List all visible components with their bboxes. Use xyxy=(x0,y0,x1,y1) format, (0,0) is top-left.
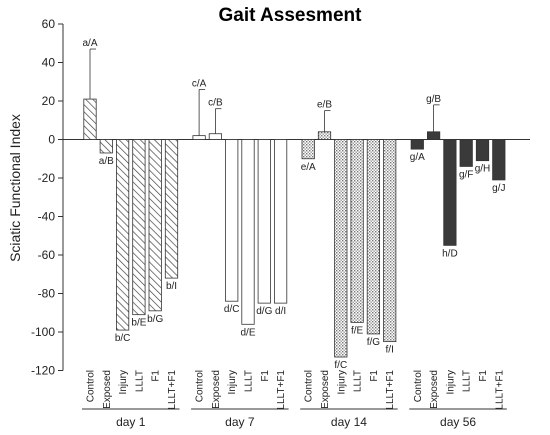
bar xyxy=(208,133,222,140)
data-label: g/A xyxy=(410,152,425,163)
data-label: d/I xyxy=(275,306,286,317)
category-label: Control xyxy=(304,370,315,402)
bars-layer: a/A a/B b/Cb/E b/G b/I c/Ac/B d/C d/Ed/G d/I e/A e… xyxy=(82,38,505,371)
category-label: F1 xyxy=(260,370,271,382)
bar xyxy=(383,139,397,343)
category-label: Control xyxy=(86,370,97,402)
category-label: Exposed xyxy=(429,370,440,409)
bar xyxy=(164,139,179,279)
bar xyxy=(350,139,364,323)
data-label: c/B xyxy=(208,98,223,109)
group-label: day 56 xyxy=(440,415,476,429)
bar xyxy=(83,98,97,140)
bar xyxy=(99,139,113,154)
bar xyxy=(257,139,271,304)
bar xyxy=(317,131,332,140)
category-label: Exposed xyxy=(320,370,331,409)
x-labels-layer: Control Exposed Injury LLLT F1 LLLT+F1 Control… xyxy=(86,370,506,410)
data-label: g/H xyxy=(475,164,491,175)
data-label: a/A xyxy=(82,38,97,49)
data-label: c/A xyxy=(192,78,207,89)
data-label: g/F xyxy=(459,169,473,180)
category-label: F1 xyxy=(151,370,162,382)
bar xyxy=(116,139,130,331)
y-tick-label: -120 xyxy=(31,364,55,378)
group-label: day 7 xyxy=(225,415,255,429)
category-label: Injury xyxy=(118,370,129,394)
category-label: LLLT+F1 xyxy=(167,370,178,410)
category-label: F1 xyxy=(478,370,489,382)
bar xyxy=(366,139,381,335)
bar xyxy=(334,139,348,358)
bar xyxy=(459,139,473,167)
data-label: h/D xyxy=(442,248,458,259)
chart-title: Gait Assesment xyxy=(219,5,363,26)
y-tick-label: -20 xyxy=(38,171,56,185)
y-tick-label: 20 xyxy=(42,94,56,108)
bar xyxy=(475,139,490,162)
category-label: Injury xyxy=(227,370,238,394)
bar xyxy=(192,135,206,140)
data-label: b/I xyxy=(166,281,177,292)
data-label: f/I xyxy=(386,345,394,356)
bar xyxy=(225,139,239,302)
group-label: day 1 xyxy=(116,415,146,429)
data-label: b/C xyxy=(115,333,131,344)
data-label: e/A xyxy=(301,162,316,173)
y-tick-label: -60 xyxy=(38,248,56,262)
data-label: g/B xyxy=(426,94,441,105)
data-label: a/B xyxy=(99,156,114,167)
bar xyxy=(148,139,162,312)
bar xyxy=(410,139,424,150)
category-label: LLLT xyxy=(462,370,473,392)
bar xyxy=(241,139,255,325)
y-tick-label: -40 xyxy=(38,210,56,224)
data-label: e/B xyxy=(317,100,332,111)
bar xyxy=(426,131,441,140)
bar xyxy=(132,139,146,316)
bar xyxy=(273,139,288,304)
category-label: Injury xyxy=(336,370,347,394)
category-label: Injury xyxy=(445,370,456,394)
y-tick-label: -80 xyxy=(38,287,56,301)
category-label: LLLT xyxy=(134,370,145,392)
data-label: d/E xyxy=(240,327,255,338)
data-label: g/J xyxy=(492,183,505,194)
group-labels-layer: day 1 day 7 day 14 day 56 xyxy=(82,408,507,429)
bar xyxy=(492,139,506,181)
group-label: day 14 xyxy=(331,415,367,429)
bar xyxy=(443,139,457,246)
category-label: LLLT+F1 xyxy=(494,370,505,410)
category-label: LLLT xyxy=(353,370,364,392)
category-label: F1 xyxy=(369,370,380,382)
data-label: b/G xyxy=(147,314,163,325)
category-label: LLLT+F1 xyxy=(385,370,396,410)
category-label: Control xyxy=(195,370,206,402)
data-label: d/G xyxy=(256,306,272,317)
y-tick-label: 60 xyxy=(42,17,56,31)
category-label: Exposed xyxy=(211,370,222,409)
y-tick-label: 40 xyxy=(42,56,56,70)
data-label: b/E xyxy=(131,318,146,329)
data-label: f/C xyxy=(334,360,347,371)
data-label: f/G xyxy=(367,337,381,348)
bar xyxy=(301,139,315,160)
y-tick-label: -100 xyxy=(31,325,55,339)
y-axis-label: Sciatic Functional Index xyxy=(7,114,23,262)
category-label: LLLT+F1 xyxy=(276,370,287,410)
category-label: LLLT xyxy=(244,370,255,392)
y-tick-label: 0 xyxy=(48,133,55,147)
category-label: Control xyxy=(413,370,424,402)
data-label: f/E xyxy=(351,325,364,336)
data-label: d/C xyxy=(224,304,240,315)
category-label: Exposed xyxy=(102,370,113,409)
